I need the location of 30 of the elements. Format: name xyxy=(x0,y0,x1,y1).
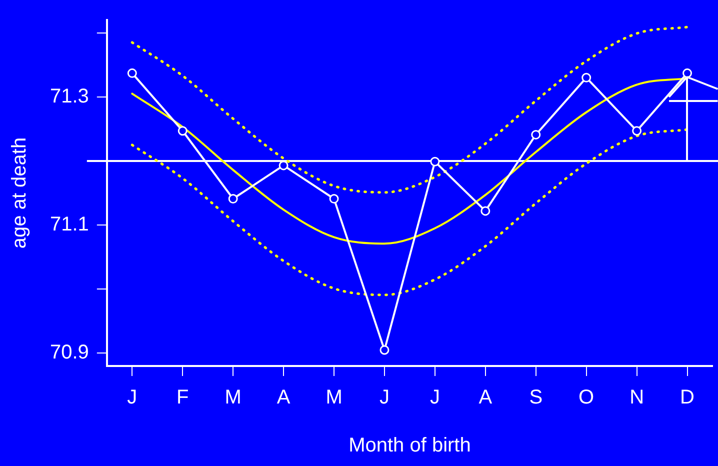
point xyxy=(430,156,440,166)
point xyxy=(632,126,642,136)
x-tick-label: J xyxy=(379,386,390,409)
line-series xyxy=(130,26,689,194)
x-tick-label: A xyxy=(276,386,291,409)
x-tick-label: D xyxy=(680,386,694,409)
y-axis-title: age at death xyxy=(8,137,31,249)
y-tick-label: 70.9 xyxy=(50,342,89,364)
point xyxy=(480,206,490,216)
point xyxy=(178,126,188,136)
point xyxy=(682,68,692,78)
x-tick-label: J xyxy=(430,386,440,409)
point xyxy=(127,68,137,78)
x-tick-label: O xyxy=(578,386,594,409)
point xyxy=(582,72,592,82)
point xyxy=(380,345,390,355)
point xyxy=(329,194,339,204)
x-tick-label: M xyxy=(224,386,242,409)
y-tick-label: 71.1 xyxy=(50,214,89,236)
x-tick-label: A xyxy=(478,386,493,409)
x-tick-label: J xyxy=(127,386,138,409)
y-tick-label: 71.3 xyxy=(50,85,89,108)
x-tick-label: S xyxy=(529,386,543,409)
point xyxy=(531,130,541,140)
point xyxy=(228,194,238,204)
x-axis-title: Month of birth xyxy=(348,434,471,457)
x-tick-label: M xyxy=(326,386,342,409)
point xyxy=(278,160,288,170)
x-tick-label: N xyxy=(630,386,644,409)
x-tick-label: F xyxy=(176,386,189,409)
